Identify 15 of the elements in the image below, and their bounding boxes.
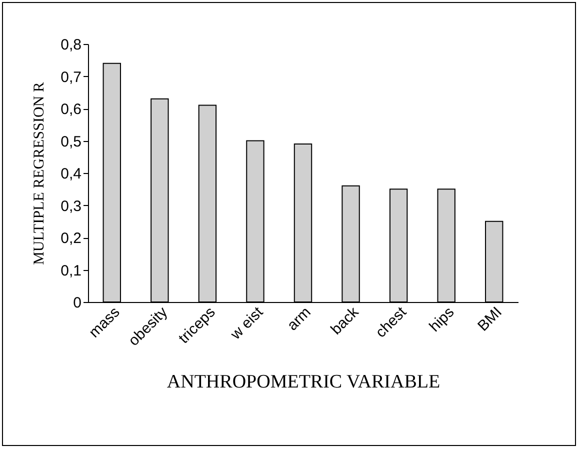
y-tick-label: 0,1 <box>60 262 82 280</box>
y-tick-label: 0,7 <box>60 68 82 86</box>
y-tick-label: 0,6 <box>60 101 82 118</box>
y-axis-title: MULTIPLE REGRESSION R <box>32 82 48 265</box>
y-tick-label: 0 <box>73 294 82 312</box>
x-axis-title: ANTHROPOMETRIC VARIABLE <box>166 372 440 393</box>
y-tick-label: 0,4 <box>60 166 82 182</box>
y-tick-label: 0,3 <box>60 198 82 215</box>
y-tick-label: 0,5 <box>60 133 82 150</box>
x-tick-label: BMI <box>474 304 506 335</box>
y-tick-label: 0,8 <box>60 36 82 54</box>
x-tick-label: hips <box>426 304 458 336</box>
x-tick-label: arm <box>284 304 314 334</box>
x-tick-label: w eist <box>226 303 268 344</box>
y-tick-label: 0,2 <box>60 230 82 247</box>
